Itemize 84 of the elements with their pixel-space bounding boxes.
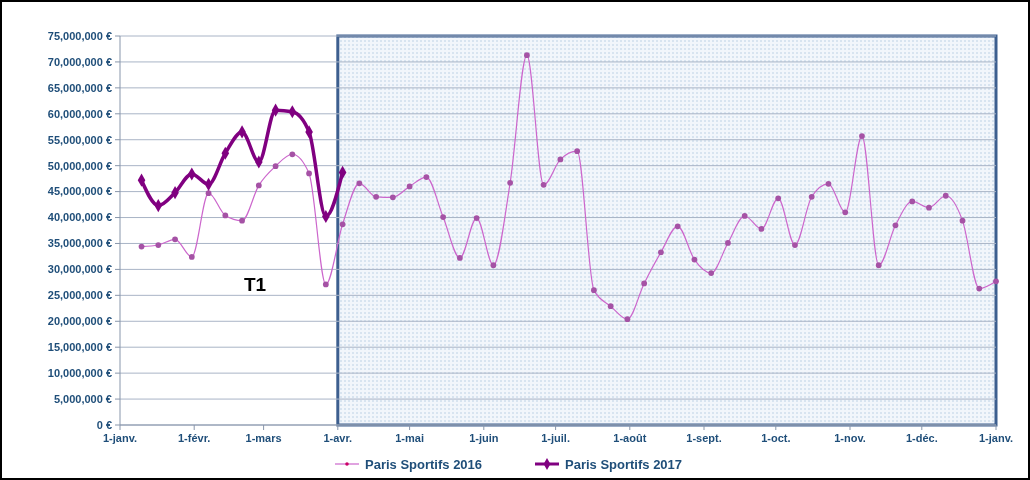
point xyxy=(942,192,949,199)
point xyxy=(356,180,363,187)
point xyxy=(155,242,162,248)
annotation: T1 xyxy=(243,274,267,295)
point xyxy=(322,281,329,288)
y-tick-label: 35,000,000 € xyxy=(47,237,112,250)
x-tick-label: 1-janv. xyxy=(978,432,1014,444)
x-tick-label: 1-janv. xyxy=(102,432,138,444)
point xyxy=(641,280,648,287)
y-tick-label: 65,000,000 € xyxy=(47,81,112,94)
point xyxy=(926,204,932,211)
point xyxy=(808,193,815,200)
point xyxy=(557,156,564,163)
y-tick-label: 30,000,000 € xyxy=(47,263,112,276)
point xyxy=(205,190,212,197)
x-tick-label: 1-juil. xyxy=(541,432,570,444)
x-tick-label: 1-oct. xyxy=(761,432,791,444)
point xyxy=(222,212,229,219)
point xyxy=(959,217,966,224)
point xyxy=(674,223,681,230)
point xyxy=(289,151,296,158)
point xyxy=(825,180,832,187)
point xyxy=(892,222,899,229)
point xyxy=(389,194,396,201)
y-tick-label: 75,000,000 € xyxy=(47,29,112,42)
y-tick-label: 0 € xyxy=(96,418,112,431)
point xyxy=(741,213,748,219)
x-tick-label: 1-juin xyxy=(469,432,499,444)
y-tick-label: 5,000,000 € xyxy=(53,392,112,405)
y-tick-label: 10,000,000 € xyxy=(47,366,112,379)
point xyxy=(691,256,698,263)
point xyxy=(507,179,514,186)
point xyxy=(658,249,664,256)
point xyxy=(255,182,262,189)
y-tick-label: 40,000,000 € xyxy=(47,211,112,224)
x-tick-label: 1-févr. xyxy=(177,432,211,444)
x-tick-label: 1-sept. xyxy=(686,432,722,444)
y-tick-label: 55,000,000 € xyxy=(47,133,112,146)
y-tick-label: 25,000,000 € xyxy=(47,289,112,302)
point xyxy=(456,255,463,261)
point xyxy=(188,254,195,260)
y-tick-label: 20,000,000 € xyxy=(47,315,112,328)
point xyxy=(607,303,614,310)
x-tick-label: 1-mai xyxy=(395,432,424,444)
point xyxy=(406,183,413,190)
point xyxy=(842,209,849,216)
point xyxy=(792,242,798,248)
point xyxy=(339,221,346,228)
point xyxy=(373,193,379,200)
legend-label: Paris Sportifs 2016 xyxy=(365,456,483,472)
point xyxy=(540,181,547,188)
x-tick-label: 1-mars xyxy=(245,432,282,444)
point xyxy=(239,217,245,224)
point xyxy=(524,52,530,59)
legend-label: Paris Sportifs 2017 xyxy=(565,456,683,472)
y-tick-label: 60,000,000 € xyxy=(47,107,112,120)
point xyxy=(272,163,279,170)
x-tick-label: 1-août xyxy=(613,432,647,444)
point xyxy=(725,240,731,246)
point xyxy=(624,316,631,323)
y-tick-label: 15,000,000 € xyxy=(47,341,112,354)
y-tick-label: 45,000,000 € xyxy=(47,185,112,198)
point xyxy=(574,148,581,155)
point xyxy=(423,174,430,180)
y-tick-label: 50,000,000 € xyxy=(47,159,112,172)
point xyxy=(306,170,312,177)
point xyxy=(440,214,446,220)
point xyxy=(490,262,497,269)
x-tick-label: 1-nov. xyxy=(834,432,866,444)
point xyxy=(473,215,480,221)
point xyxy=(993,278,999,285)
point xyxy=(708,270,715,276)
x-tick-label: 1-avr. xyxy=(323,432,353,444)
point xyxy=(172,236,178,243)
point xyxy=(775,195,782,202)
point xyxy=(138,243,145,250)
point xyxy=(909,198,916,205)
point xyxy=(976,285,983,292)
x-tick-label: 1-déc. xyxy=(905,432,938,444)
point xyxy=(758,226,765,232)
y-tick-label: 70,000,000 € xyxy=(47,55,112,68)
point xyxy=(591,287,597,294)
point xyxy=(859,133,865,139)
point xyxy=(875,262,882,269)
